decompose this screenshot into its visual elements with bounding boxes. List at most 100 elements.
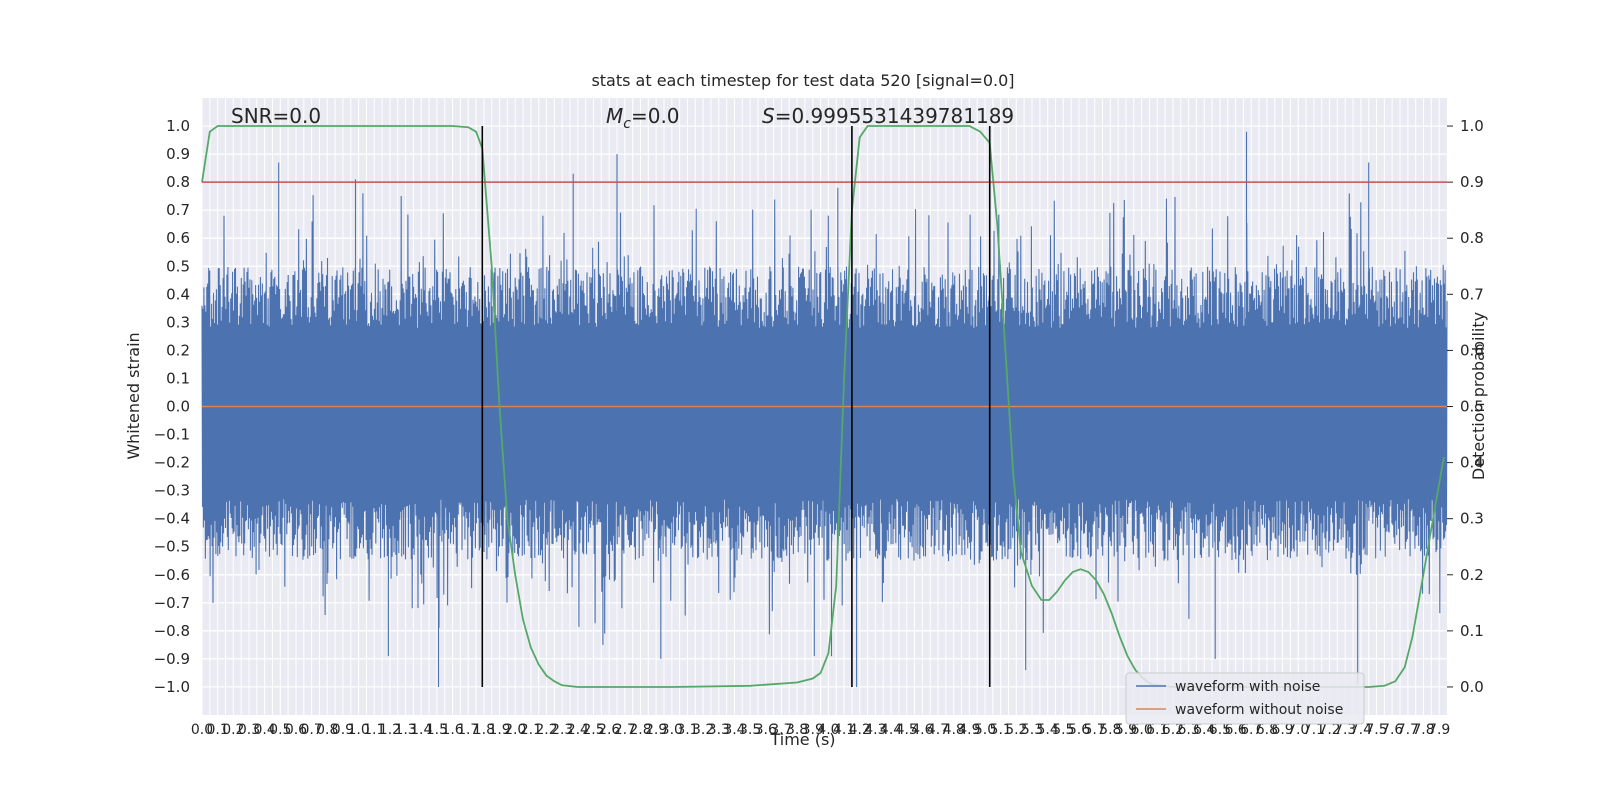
- x-tick-label: 3.8: [786, 722, 808, 738]
- x-tick-label: 5.3: [1021, 722, 1043, 738]
- x-tick-label: 6.9: [1271, 722, 1293, 738]
- x-tick-label: 4.6: [911, 722, 933, 738]
- x-tick-label: 1.6: [441, 722, 463, 738]
- x-tick-label: 3.6: [755, 722, 777, 738]
- legend-label-noise: waveform with noise: [1175, 679, 1320, 695]
- y-tick-label: −1.0: [154, 678, 190, 696]
- x-tick-label: 0.8: [316, 722, 338, 738]
- x-tick-label: 7.7: [1397, 722, 1419, 738]
- x-tick-label: 4.5: [896, 722, 918, 738]
- x-tick-label: 0.0: [191, 722, 213, 738]
- x-tick-label: 6.6: [1224, 722, 1246, 738]
- y-tick-label: 0.1: [166, 369, 190, 387]
- y-tick-label: 0.2: [166, 341, 190, 359]
- vertical-markers: [481, 126, 991, 687]
- annotation-mc-symbol: M: [606, 104, 623, 128]
- x-tick-label: 7.2: [1318, 722, 1340, 738]
- x-tick-label: 2.1: [520, 722, 542, 738]
- annotation-mc: Mc=0.0: [606, 104, 680, 132]
- x-tick-label: 4.7: [927, 722, 949, 738]
- x-tick-label: 5.0: [974, 722, 996, 738]
- annotation-s-value: =0.9995531439781189: [775, 104, 1014, 128]
- x-tick-label: 5.5: [1052, 722, 1074, 738]
- x-tick-label: 2.2: [535, 722, 557, 738]
- x-tick-label: 7.5: [1365, 722, 1387, 738]
- y-tick-label: 0.6: [166, 229, 190, 247]
- y2-tick-label: 0.4: [1460, 454, 1484, 472]
- x-tick-label: 3.1: [676, 722, 698, 738]
- y-axis-ticks: 1.0 0.9 0.8 0.7 0.6 0.5 0.4 0.3 0.2 0.1 0.0 −0.1 −0.…: [154, 117, 190, 696]
- x-tick-label: 2.8: [629, 722, 651, 738]
- x-tick-label: 1.3: [394, 722, 416, 738]
- x-tick-label: 3.0: [661, 722, 683, 738]
- x-tick-label: 3.9: [802, 722, 824, 738]
- y2-tick-label: 1.0: [1460, 117, 1484, 135]
- y-tick-label: −0.8: [154, 622, 190, 640]
- x-tick-label: 1.2: [379, 722, 401, 738]
- y-tick-label: 0.4: [166, 285, 190, 303]
- x-tick-label: 7.1: [1303, 722, 1325, 738]
- legend-box: [1125, 672, 1365, 725]
- y-tick-label: −0.9: [154, 650, 190, 668]
- x-tick-label: 1.0: [347, 722, 369, 738]
- annotation-s: S=0.9995531439781189: [762, 104, 1014, 128]
- annotation-snr: SNR=0.0: [231, 104, 321, 128]
- x-tick-label: 7.0: [1287, 722, 1309, 738]
- x-tick-label: 4.3: [864, 722, 886, 738]
- x-tick-label: 6.0: [1130, 722, 1152, 738]
- y-tick-label: 0.5: [166, 257, 190, 275]
- x-tick-label: 5.4: [1037, 722, 1059, 738]
- y-tick-label: −0.4: [154, 510, 190, 528]
- x-tick-label: 4.2: [849, 722, 871, 738]
- x-tick-label: 3.5: [739, 722, 761, 738]
- y-tick-label: −0.6: [154, 566, 190, 584]
- x-tick-label: 4.9: [958, 722, 980, 738]
- y-tick-label: 0.3: [166, 313, 190, 331]
- x-tick-label: 7.9: [1428, 722, 1450, 738]
- y2-axis-ticks: 1.0 0.9 0.8 0.7 0.6 0.5 0.4 0.3 0.2 0.1 0.0: [1447, 117, 1484, 696]
- x-tick-label: 3.4: [723, 722, 745, 738]
- x-tick-label: 2.7: [614, 722, 636, 738]
- x-tick-label: 1.8: [473, 722, 495, 738]
- noise-trace: [201, 131, 1448, 687]
- x-tick-label: 1.5: [426, 722, 448, 738]
- x-tick-label: 7.3: [1334, 722, 1356, 738]
- y-tick-label: 1.0: [166, 117, 190, 135]
- y2-tick-label: 0.7: [1460, 285, 1484, 303]
- x-tick-label: 6.7: [1240, 722, 1262, 738]
- x-tick-label: 2.9: [645, 722, 667, 738]
- annotation-s-symbol: S: [762, 104, 775, 128]
- x-tick-label: 2.6: [598, 722, 620, 738]
- x-tick-label: 6.5: [1209, 722, 1231, 738]
- x-tick-label: 4.1: [833, 722, 855, 738]
- y-tick-label: 0.9: [166, 145, 190, 163]
- y2-tick-label: 0.8: [1460, 229, 1484, 247]
- y-tick-label: −0.5: [154, 538, 190, 556]
- chart-title: stats at each timestep for test data 520…: [591, 71, 1014, 90]
- x-tick-label: 0.3: [238, 722, 260, 738]
- x-tick-label: 4.4: [880, 722, 902, 738]
- y2-tick-label: 0.0: [1460, 678, 1484, 696]
- x-tick-label: 1.9: [488, 722, 510, 738]
- x-tick-label: 7.6: [1381, 722, 1403, 738]
- x-tick-label: 5.1: [990, 722, 1012, 738]
- x-tick-label: 5.6: [1068, 722, 1090, 738]
- x-tick-label: 7.8: [1412, 722, 1434, 738]
- y2-tick-label: 0.6: [1460, 341, 1484, 359]
- x-tick-label: 4.8: [943, 722, 965, 738]
- y2-axis-label: Detection probability: [1469, 312, 1488, 480]
- x-tick-label: 5.2: [1005, 722, 1027, 738]
- y-tick-label: −0.1: [154, 426, 190, 444]
- y2-tick-label: 0.9: [1460, 173, 1484, 191]
- legend: waveform with noise waveform without noi…: [1125, 672, 1365, 725]
- x-tick-label: 6.3: [1177, 722, 1199, 738]
- x-tick-label: 2.3: [551, 722, 573, 738]
- x-tick-label: 6.2: [1162, 722, 1184, 738]
- x-tick-label: 2.0: [504, 722, 526, 738]
- y-tick-label: −0.7: [154, 594, 190, 612]
- x-tick-label: 0.7: [300, 722, 322, 738]
- x-tick-label: 1.1: [363, 722, 385, 738]
- y2-tick-label: 0.2: [1460, 566, 1484, 584]
- x-tick-label: 7.4: [1350, 722, 1372, 738]
